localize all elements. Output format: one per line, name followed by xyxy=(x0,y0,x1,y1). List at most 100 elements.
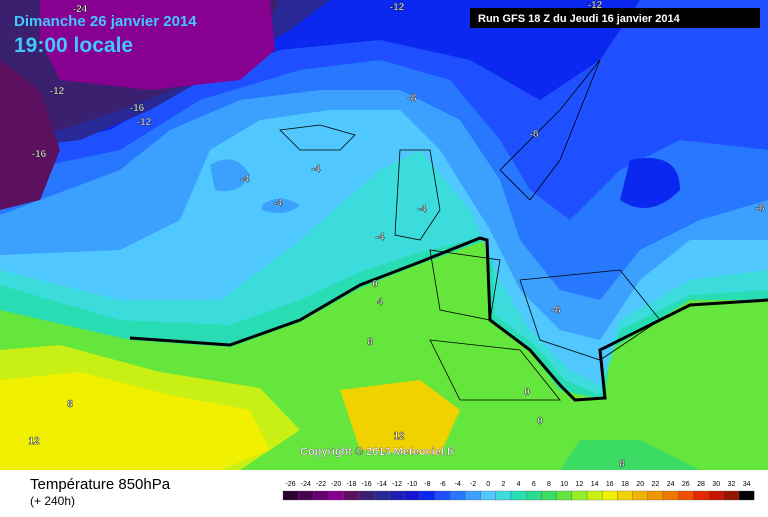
legend-swatch xyxy=(632,490,648,501)
contour-label: -8 xyxy=(756,203,765,214)
legend-label: 22 xyxy=(652,481,660,488)
legend-label: 16 xyxy=(606,481,614,488)
legend-swatch xyxy=(693,490,709,501)
map xyxy=(0,0,768,470)
contour-label: -4 xyxy=(241,174,250,185)
legend-label: -4 xyxy=(455,481,461,488)
legend-label: 26 xyxy=(682,481,690,488)
run-box xyxy=(470,8,760,28)
contour-label: 0 xyxy=(372,279,378,290)
legend-swatch xyxy=(586,490,603,501)
legend-label: 24 xyxy=(667,481,675,488)
legend-label: 0 xyxy=(486,481,490,488)
legend-swatch xyxy=(526,490,542,501)
contour-label: -8 xyxy=(552,305,561,316)
contour-label: -12 xyxy=(137,117,152,128)
legend-label: -20 xyxy=(331,481,341,488)
legend-label: -2 xyxy=(470,481,476,488)
legend-label: 2 xyxy=(501,481,505,488)
contour-label: -4 xyxy=(312,164,321,175)
date: Dimanche 26 janvier 2014 xyxy=(14,13,197,30)
legend-swatch xyxy=(298,490,314,501)
legend-swatch xyxy=(556,490,572,501)
legend-label: -8 xyxy=(424,481,430,488)
legend-label: -18 xyxy=(346,481,356,488)
zone xyxy=(210,159,250,191)
contour-label: -12 xyxy=(588,0,603,11)
legend-label: -12 xyxy=(392,481,402,488)
legend-label: 34 xyxy=(743,481,751,488)
legend-label: 4 xyxy=(517,481,521,488)
legend-swatch xyxy=(313,490,329,501)
legend-swatch xyxy=(358,490,375,501)
contour-labels: -24 -12 -12 -12 -16 -12 -16 -8 -8 -4 -4 -4 -4 -4 -8 0 4 8… xyxy=(28,0,765,470)
zone xyxy=(340,380,460,455)
legend-swatch xyxy=(389,490,405,501)
contour-label: -24 xyxy=(73,4,88,15)
legend-label: 32 xyxy=(728,481,736,488)
contour-label: 8 xyxy=(67,399,73,410)
legend-swatch xyxy=(541,490,557,501)
contour-label: -16 xyxy=(130,103,145,114)
contour-label: -8 xyxy=(408,93,417,104)
legend-swatch xyxy=(617,490,633,501)
legend-label: -26 xyxy=(286,481,296,488)
contour-label: -8 xyxy=(530,129,539,140)
legend-swatch xyxy=(571,490,588,501)
zone xyxy=(40,0,275,90)
legend-label: 6 xyxy=(532,481,536,488)
legend-swatch xyxy=(374,490,390,501)
zone xyxy=(0,372,270,470)
contour-label: 12 xyxy=(28,436,40,447)
legend-swatch xyxy=(419,490,436,501)
zone xyxy=(620,158,680,208)
legend-swatch xyxy=(328,490,344,501)
copyright: Copyright © 2013 Meteociel.fr xyxy=(300,446,456,458)
legend-swatch xyxy=(495,490,512,501)
zone xyxy=(0,60,60,210)
contour-label: -4 xyxy=(376,232,385,243)
legend-swatch xyxy=(678,490,694,501)
legend-label: 18 xyxy=(621,481,629,488)
legend-swatch xyxy=(723,490,740,501)
contour-label: -12 xyxy=(390,2,405,13)
legend-label: -16 xyxy=(362,481,372,488)
legend-swatch xyxy=(480,490,496,501)
legend-swatch xyxy=(404,490,420,501)
legend-swatch xyxy=(662,490,679,501)
legend: -26 -24 -22 -20 -18 -16 -14 -12 -10 -8 -6 -4 -2 0 2 4 6 8… xyxy=(282,481,755,501)
contour-label: -4 xyxy=(274,198,283,209)
legend-swatch xyxy=(465,490,481,501)
coastline xyxy=(279,59,661,401)
legend-swatch xyxy=(434,490,451,501)
contour-label: 0 xyxy=(537,416,543,427)
contour-label: 4 xyxy=(377,297,383,308)
legend-swatch xyxy=(510,490,527,501)
contour-label: 0 xyxy=(524,387,530,398)
legend-swatch xyxy=(647,490,664,501)
legend-label: 20 xyxy=(636,481,644,488)
run-info: Run GFS 18 Z du Jeudi 16 janvier 2014 xyxy=(478,13,681,25)
contour-label: 8 xyxy=(367,337,373,348)
legend-label: -22 xyxy=(316,481,326,488)
legend-swatch xyxy=(602,490,618,501)
legend-swatch xyxy=(738,490,755,501)
zone xyxy=(262,198,300,214)
legend-label: 12 xyxy=(576,481,584,488)
contour-label: -4 xyxy=(418,204,427,215)
legend-label: 8 xyxy=(547,481,551,488)
time: 19:00 locale xyxy=(14,34,133,57)
legend-swatch xyxy=(343,490,360,501)
legend-label: -24 xyxy=(301,481,311,488)
contour-label: 8 xyxy=(619,459,625,470)
legend-swatch xyxy=(282,490,299,501)
contour-label: -16 xyxy=(32,149,47,160)
lead-time: (+ 240h) xyxy=(30,494,75,508)
legend-swatch xyxy=(450,490,466,501)
legend-label: 10 xyxy=(560,481,568,488)
legend-label: -10 xyxy=(407,481,417,488)
legend-label: 28 xyxy=(697,481,705,488)
contour-label: 12 xyxy=(393,431,405,442)
legend-label: -6 xyxy=(439,481,445,488)
